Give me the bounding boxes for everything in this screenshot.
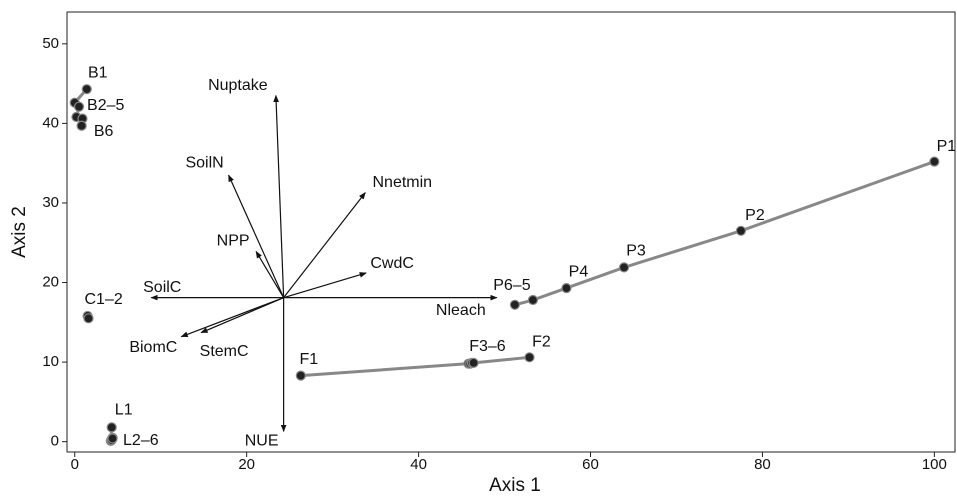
group-line: [514, 160, 935, 307]
y-tick-label: 30: [42, 194, 59, 211]
loading-arrow: [283, 272, 367, 299]
point-label: P1: [937, 138, 957, 155]
point: [81, 84, 92, 95]
point: [618, 262, 630, 273]
point: [295, 370, 306, 381]
point-label: B2–5: [87, 97, 124, 114]
point-label: L1: [115, 402, 133, 419]
x-tick-label: 80: [754, 456, 771, 473]
loading-arrow: [283, 192, 366, 299]
point: [509, 299, 520, 310]
arrow-label: NPP: [217, 233, 250, 250]
x-tick-label: 60: [582, 456, 599, 473]
point-label: P3: [626, 243, 646, 260]
point: [561, 282, 572, 294]
loading-arrow: [273, 94, 285, 298]
arrow-label: SoilC: [143, 279, 181, 296]
plot-frame: [66, 11, 956, 453]
point-label: F3–6: [469, 338, 506, 355]
point: [929, 156, 940, 167]
point-label: P2: [745, 207, 765, 224]
point: [107, 433, 118, 444]
y-tick-label: 10: [42, 353, 59, 370]
loading-arrow: [200, 297, 284, 334]
y-axis-title: Axis 2: [9, 206, 30, 258]
arrow-label: BiomC: [129, 339, 177, 356]
y-tick-label: 40: [42, 114, 59, 131]
x-tick-label: 40: [410, 456, 427, 473]
point-label: P6–5: [493, 277, 530, 294]
point-label: L2–6: [123, 432, 159, 449]
loading-arrow: [228, 174, 285, 298]
point-label: F2: [532, 334, 551, 351]
point: [468, 357, 479, 368]
point-label: F1: [299, 351, 318, 368]
x-axis-title: Axis 1: [489, 475, 541, 496]
arrow-label: Nuptake: [208, 77, 268, 94]
arrow-label: NUE: [245, 433, 279, 450]
point-label: B1: [88, 64, 108, 81]
x-tick-label: 0: [71, 456, 79, 473]
point: [524, 352, 535, 363]
point-label: C1–2: [85, 291, 123, 308]
y-tick-label: 0: [51, 433, 59, 450]
y-tick-label: 20: [42, 273, 59, 290]
point: [76, 120, 87, 131]
x-tick-label: 20: [238, 456, 255, 473]
arrow-label: SoilN: [185, 154, 223, 171]
arrow-label: StemC: [200, 343, 249, 360]
point-label: B6: [94, 123, 114, 140]
arrow-label: Nleach: [436, 302, 486, 319]
point: [735, 225, 747, 236]
loading-arrow: [180, 297, 284, 338]
point: [106, 422, 117, 433]
x-tick-label: 100: [922, 456, 947, 473]
y-tick-label: 50: [42, 35, 59, 52]
point-label: P4: [569, 263, 589, 280]
loading-arrow: [255, 250, 285, 298]
point: [83, 313, 94, 324]
arrow-label: Nnetmin: [373, 174, 433, 191]
arrow-label: CwdC: [370, 255, 414, 272]
point: [73, 101, 85, 112]
group-line: [300, 355, 530, 378]
point: [527, 294, 539, 306]
